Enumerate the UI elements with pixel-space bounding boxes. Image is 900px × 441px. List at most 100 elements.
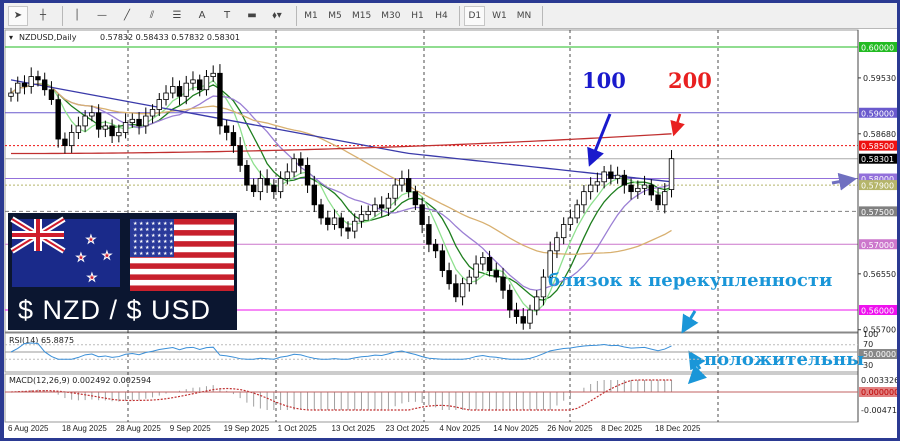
horizontal-line-icon[interactable]: — <box>97 10 107 21</box>
rsi-level-label: 50.0000 <box>863 350 896 359</box>
candle <box>28 76 34 87</box>
rectangle-icon[interactable]: ▬ <box>247 10 257 21</box>
rsi-level-label: 70 <box>863 340 873 349</box>
flag-star: ★ <box>151 221 156 227</box>
level-price-label: 0.58301 <box>861 155 894 164</box>
flag-star: ★ <box>163 221 168 227</box>
candle <box>156 99 162 110</box>
us-flag: ★ ★ ★ ★ ★ ★ ★★ ★ ★ ★ ★ ★ ★★ ★ ★ ★ ★ ★ ★★ ★ ★ ★ ★ ★ ★★ ★ ★ ★ ★ ★ ★★ ★ ★ ★ ★… <box>130 219 234 291</box>
flag-star: ★ <box>163 233 168 239</box>
flag-star: ★ <box>139 227 144 233</box>
candle <box>277 178 284 193</box>
flag-star: ★ <box>133 227 138 233</box>
timeframe-m1[interactable]: M1 <box>304 10 318 21</box>
channel-icon[interactable]: ⫽ <box>149 10 155 21</box>
flag-star: ★ <box>145 245 150 251</box>
candle <box>42 79 48 91</box>
candle <box>628 184 634 193</box>
candle <box>662 191 668 206</box>
ma200-annotation: 200 <box>668 68 712 93</box>
candle <box>95 112 102 130</box>
timeframe-m30[interactable]: M30 <box>381 10 401 21</box>
ohlc-readout: 0.57832 0.58433 0.57832 0.58301 <box>100 33 240 42</box>
candle <box>203 76 210 91</box>
timeframe-m15[interactable]: M15 <box>352 10 372 21</box>
candle <box>345 227 351 232</box>
level-price-tag <box>859 305 899 315</box>
date-label: 8 Dec 2025 <box>601 424 642 433</box>
candle <box>560 224 567 239</box>
timeframe-h1[interactable]: H1 <box>411 10 424 21</box>
candle <box>109 125 115 137</box>
flag-star: ★ <box>145 221 150 227</box>
flag-star: ★ <box>151 245 156 251</box>
timeframe-h4[interactable]: H4 <box>435 10 448 21</box>
text-icon[interactable]: A <box>198 10 206 21</box>
trendline-icon[interactable]: ╱ <box>123 10 131 21</box>
candle <box>554 237 560 252</box>
flag-star: ★ <box>145 233 150 239</box>
date-label: 18 Aug 2025 <box>62 424 107 433</box>
timeframe-mn[interactable]: MN <box>516 10 532 21</box>
candle <box>75 125 82 133</box>
candle <box>567 217 574 225</box>
candle <box>122 122 129 133</box>
level-price-tag <box>859 206 899 217</box>
macd-label: MACD(12,26,9) 0.002492 0.002594 <box>9 376 151 385</box>
text-label-icon[interactable]: T <box>223 10 231 21</box>
flag-star: ★ <box>139 239 144 245</box>
level-arrow <box>831 172 857 191</box>
rsi-level-label: 100 <box>863 330 878 339</box>
rsi-level-label: 30 <box>863 361 873 370</box>
candle <box>641 184 648 189</box>
shapes-dropdown-icon[interactable]: ⬧▾ <box>272 10 282 21</box>
date-label: 28 Aug 2025 <box>116 424 161 433</box>
flag-star: ★ <box>157 221 162 227</box>
candle <box>55 99 61 140</box>
candle <box>486 256 493 271</box>
flag-star: ★ <box>157 245 162 251</box>
flag-star: ★ <box>139 221 144 227</box>
flag-star: ★ <box>163 227 168 233</box>
level-price-tag <box>859 180 899 191</box>
level-price-tag <box>859 107 899 118</box>
candle <box>129 118 136 124</box>
date-label: 18 Dec 2025 <box>655 424 701 433</box>
fibonacci-icon[interactable]: ☰ <box>172 10 182 21</box>
level-price-label: 0.58000 <box>861 175 894 184</box>
flag-star: ★ <box>169 251 174 257</box>
flag-star: ★ <box>139 233 144 239</box>
moving-average-200 <box>10 133 672 155</box>
candle <box>358 214 365 222</box>
timeframe-w1[interactable]: W1 <box>492 10 507 21</box>
candle <box>426 224 432 245</box>
flag-star: ★ <box>151 239 156 245</box>
candle <box>392 184 398 199</box>
timeframe-m5[interactable]: M5 <box>328 10 342 21</box>
flag-star: ★ <box>157 251 162 257</box>
candle <box>453 283 459 298</box>
candle <box>527 309 533 324</box>
nzd-usd-banner: ★ ★ ★ ★ ★ ★ ★ ★ ★ ★ ★ ★ ★ ★ ★ ★ ★ ★ ★ ★ ★ ★ ★ ★ ★ ★ ★ ★ ★ ★ ★ ★ ★ ★ ★ ★ ★ ★ ★… <box>8 213 237 330</box>
level-price-tag <box>859 140 899 151</box>
level-price-tag <box>859 239 899 250</box>
cursor-icon[interactable]: ➤ <box>8 5 28 26</box>
macd-zero-tag <box>859 387 899 397</box>
candle <box>439 250 446 271</box>
candle <box>540 276 547 298</box>
timeframe-d1[interactable]: D1 <box>464 5 486 26</box>
date-label: 23 Oct 2025 <box>385 424 429 433</box>
price-tick-label: 0.55700 <box>863 326 896 335</box>
flag-star: ★ <box>139 251 144 257</box>
crosshair-icon[interactable]: ┼ <box>39 10 47 21</box>
rsi-level-tag <box>859 349 899 359</box>
price-tick-label: 0.56550 <box>863 270 896 279</box>
collapse-arrow-icon[interactable]: ▾ <box>9 33 13 42</box>
union-jack <box>10 216 66 254</box>
macd-tick-label: -0.004718 <box>861 406 900 415</box>
flag-star: ★ <box>139 245 144 251</box>
candle <box>116 132 122 137</box>
vertical-line-icon[interactable]: │ <box>73 10 81 21</box>
candle <box>217 72 223 127</box>
candle <box>668 158 675 190</box>
